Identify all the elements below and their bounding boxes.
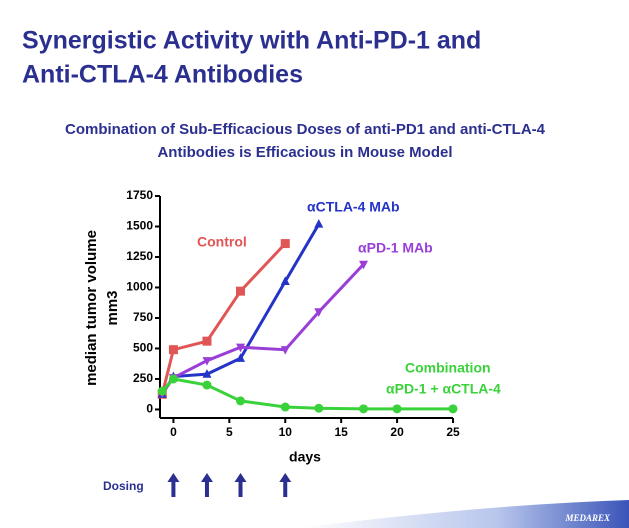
dosing-arrow — [279, 473, 292, 497]
subtitle: Antibodies is Efficacious in Mouse Model — [157, 144, 452, 161]
marker — [236, 343, 246, 353]
x-tick-label: 20 — [390, 425, 404, 439]
marker — [202, 357, 212, 366]
marker — [236, 396, 246, 406]
series-label: αCTLA-4 MAb — [307, 199, 400, 215]
marker — [448, 404, 458, 414]
x-tick-label: 10 — [279, 425, 293, 439]
marker — [280, 402, 290, 412]
marker — [314, 219, 324, 228]
marker — [314, 403, 324, 413]
x-tick-label: 15 — [334, 425, 348, 439]
marker — [280, 276, 290, 285]
marker — [202, 380, 212, 390]
title: Synergistic Activity with Anti-PD-1 and — [22, 27, 481, 55]
marker — [359, 260, 369, 270]
marker — [168, 345, 178, 355]
y-tick-label: 1000 — [126, 280, 153, 294]
title: Anti-CTLA-4 Antibodies — [22, 61, 303, 89]
x-tick-label: 5 — [226, 425, 233, 439]
series-label: Control — [197, 234, 247, 250]
dosing-label: Dosing — [103, 479, 144, 493]
x-axis-label: days — [289, 449, 321, 465]
series-label: αPD-1 MAb — [358, 240, 433, 256]
y-tick-label: 1750 — [126, 188, 153, 202]
x-tick-label: 0 — [170, 425, 177, 439]
marker — [202, 369, 212, 378]
y-axis-label: median tumor volume — [83, 230, 100, 386]
x-tick-label: 25 — [446, 425, 460, 439]
footer-swoosh — [300, 500, 629, 528]
dosing-arrow — [234, 473, 247, 497]
dosing-arrow — [200, 473, 213, 497]
y-tick-label: 1500 — [126, 219, 153, 233]
y-tick-label: 1250 — [126, 249, 153, 263]
dosing-arrow — [167, 473, 180, 497]
marker — [236, 286, 246, 296]
marker — [202, 336, 212, 346]
marker — [314, 308, 324, 317]
annotation: αPD-1 + αCTLA-4 — [386, 381, 501, 397]
marker — [280, 239, 290, 249]
footer: MEDAREX — [564, 513, 611, 523]
y-tick-label: 250 — [133, 371, 153, 385]
marker — [392, 404, 402, 414]
y-tick-label: 0 — [146, 402, 153, 416]
subtitle: Combination of Sub-Efficacious Doses of … — [65, 121, 546, 138]
series-label: Combination — [405, 360, 491, 376]
marker — [168, 374, 178, 384]
marker — [359, 404, 369, 414]
marker — [157, 386, 167, 396]
marker — [280, 346, 290, 355]
y-tick-label: 500 — [133, 341, 153, 355]
y-axis-label: mm3 — [104, 290, 121, 325]
marker — [236, 353, 246, 362]
series-line — [160, 242, 287, 395]
y-tick-label: 750 — [133, 310, 153, 324]
